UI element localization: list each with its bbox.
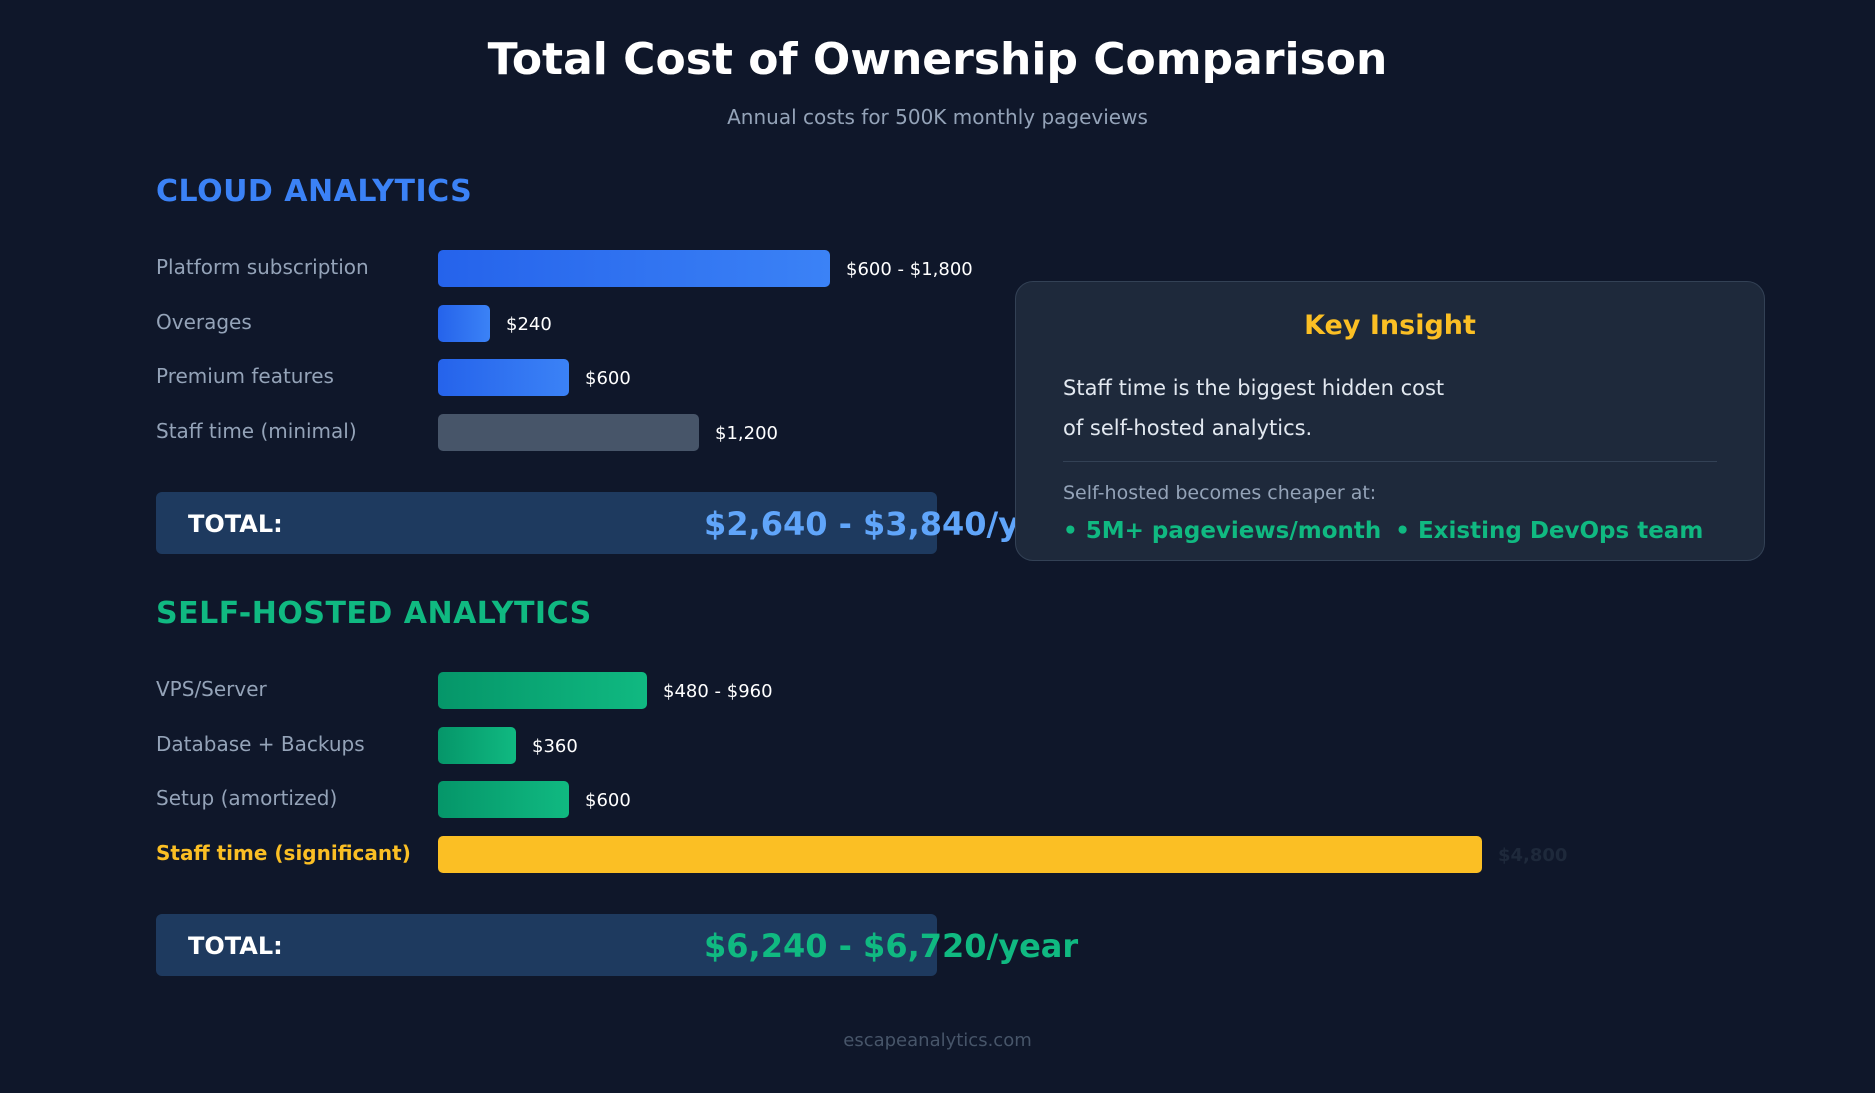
key-insight-card: Key Insight Staff time is the biggest hi… [1015,281,1765,561]
self-hosted-bar-value: $480 - $960 [663,681,773,702]
self-hosted-bar-value: $600 [585,790,631,811]
self-hosted-bar-value: $360 [532,736,578,757]
cloud-bar-value: $600 - $1,800 [846,259,973,280]
cloud-total-box: TOTAL: $2,640 - $3,840/year [156,492,1078,554]
self-hosted-total-label: TOTAL: [188,932,283,960]
page-subtitle: Annual costs for 500K monthly pageviews [727,105,1148,129]
insight-title: Key Insight [1304,310,1476,341]
cloud-bar-value: $240 [506,314,552,335]
cloud-total-label: TOTAL: [188,510,283,538]
self-hosted-bar-database-backups [438,727,516,764]
cloud-section-title: CLOUD ANALYTICS [156,174,473,209]
cloud-bar-platform-subscription [438,250,830,287]
self-hosted-section-title: SELF-HOSTED ANALYTICS [156,596,592,631]
insight-bullet: • 5M+ pageviews/month [1063,518,1382,544]
cloud-row-label: Overages [156,310,252,334]
footer-credit: escapeanalytics.com [843,1030,1032,1051]
insight-bullets: • 5M+ pageviews/month • Existing DevOps … [1063,518,1703,544]
self-hosted-row-label: Setup (amortized) [156,786,338,810]
insight-line: of self-hosted analytics. [1063,416,1313,440]
self-hosted-total-value: $6,240 - $6,720/year [704,927,1079,965]
insight-body: Staff time is the biggest hidden cost of… [1063,368,1444,448]
cloud-bar-overages [438,305,490,342]
cloud-bar-value: $1,200 [715,423,778,444]
page-title: Total Cost of Ownership Comparison [487,34,1388,85]
self-hosted-bar-vps-server [438,672,647,709]
cloud-bar-staff-time [438,414,699,451]
insight-subheading: Self-hosted becomes cheaper at: [1063,482,1377,504]
cloud-row-label: Staff time (minimal) [156,419,357,443]
insight-divider [1063,461,1717,462]
cloud-bar-premium-features [438,359,569,396]
self-hosted-row-label: VPS/Server [156,677,267,701]
cloud-row-label: Premium features [156,364,334,388]
cloud-row-label: Platform subscription [156,255,369,279]
insight-bullet: • Existing DevOps team [1395,518,1704,544]
self-hosted-bar-setup [438,781,569,818]
self-hosted-bar-value: $4,800 [1498,845,1568,866]
insight-line: Staff time is the biggest hidden cost [1063,376,1445,400]
self-hosted-total-box: TOTAL: $6,240 - $6,720/year [156,914,1078,976]
self-hosted-row-label: Database + Backups [156,732,365,756]
self-hosted-row-label-highlight: Staff time (significant) [156,841,411,865]
cloud-bar-value: $600 [585,368,631,389]
self-hosted-bar-staff-time [438,836,1482,873]
